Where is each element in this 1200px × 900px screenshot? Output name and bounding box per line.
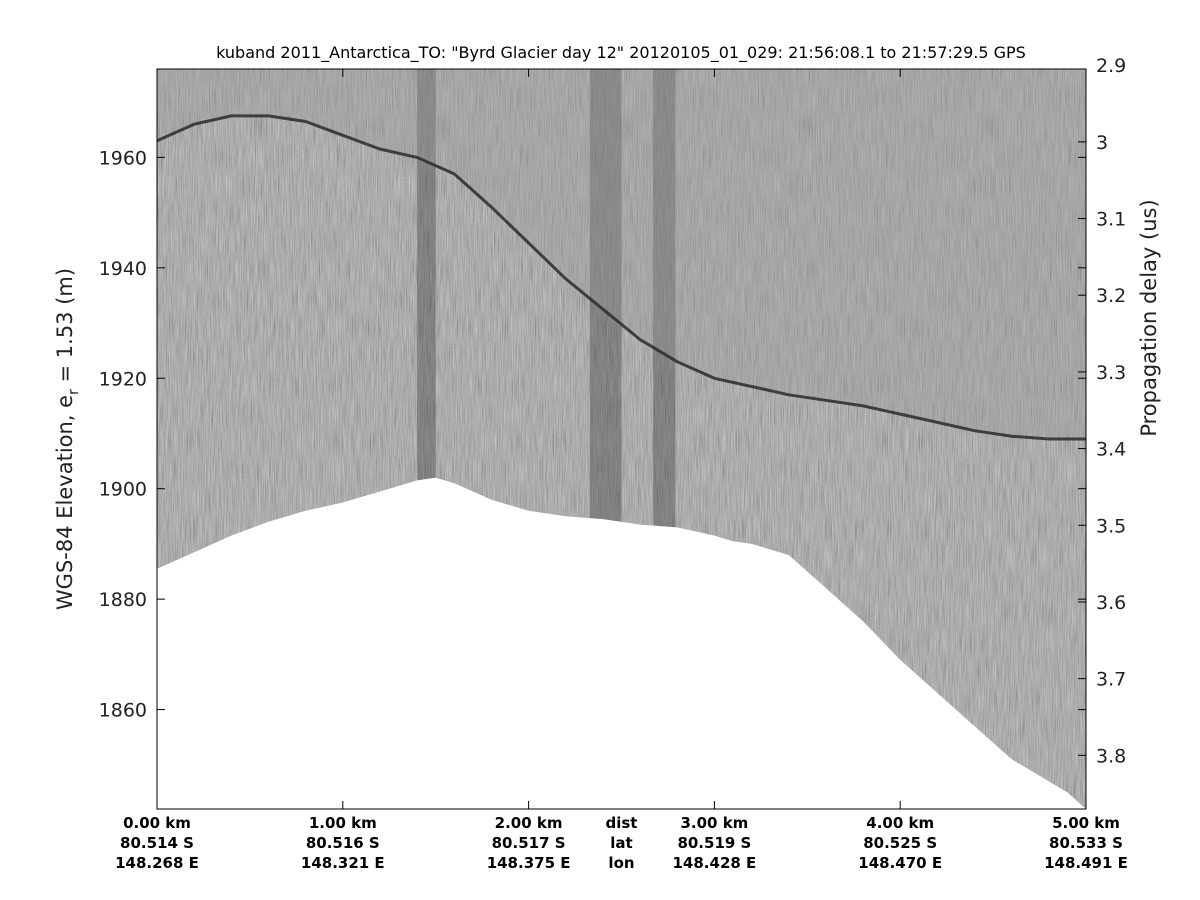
chart-title: kuband 2011_Antarctica_TO: "Byrd Glacier… <box>216 43 1026 63</box>
bottom-lat-label-0: 80.514 S <box>120 834 194 852</box>
right-tick-label-5: 3.4 <box>1096 439 1126 461</box>
left-tick-label-3: 1920 <box>99 368 147 390</box>
right-tick-label-3: 3.2 <box>1096 285 1126 307</box>
bottom-lat-label-3: lat <box>610 834 632 852</box>
plot-area <box>157 69 1086 809</box>
bottom-lat-label-5: 80.525 S <box>863 834 937 852</box>
bottom-axis-ticks <box>156 69 1087 809</box>
left-tick-label-4: 1940 <box>99 258 147 280</box>
bottom-lat-label-4: 80.519 S <box>677 834 751 852</box>
right-tick-label-2: 3.1 <box>1096 209 1126 231</box>
plot-frame <box>156 68 1087 810</box>
bottom-lat-label-2: 80.517 S <box>492 834 566 852</box>
bottom-dist-label-6: 5.00 km <box>1052 814 1120 832</box>
left-axis-label-main: WGS-84 Elevation, e <box>53 395 77 610</box>
bottom-lat-label-1: 80.516 S <box>306 834 380 852</box>
bottom-dist-label-2: 2.00 km <box>495 814 563 832</box>
bottom-dist-label-3: dist <box>606 814 638 832</box>
right-tick-label-9: 3.8 <box>1096 745 1126 767</box>
right-axis-label: Propagation delay (us) <box>1137 199 1161 436</box>
left-tick-label-1: 1880 <box>99 589 147 611</box>
bottom-lon-label-0: 148.268 E <box>115 854 199 872</box>
bottom-labels: 0.00 km 80.514 S 148.268 E 1.00 km 80.516 S 1… <box>115 814 1128 872</box>
right-tick-label-0: 2.9 <box>1096 55 1126 77</box>
left-axis-ticks: 1860 1880 1900 1920 1940 1960 <box>99 147 1086 722</box>
bottom-lon-label-5: 148.470 E <box>858 854 942 872</box>
left-tick-label-0: 1860 <box>99 700 147 722</box>
above-surface-region <box>157 69 1086 439</box>
left-tick-label-2: 1900 <box>99 479 147 501</box>
below-bed-region <box>157 477 1086 809</box>
bottom-lat-label-6: 80.533 S <box>1049 834 1123 852</box>
bottom-lon-label-1: 148.321 E <box>301 854 385 872</box>
bottom-dist-label-4: 3.00 km <box>680 814 748 832</box>
bottom-lon-label-2: 148.375 E <box>487 854 571 872</box>
bottom-lon-label-3: lon <box>608 854 634 872</box>
bottom-dist-label-5: 4.00 km <box>866 814 934 832</box>
right-tick-label-6: 3.5 <box>1096 515 1126 537</box>
bottom-lon-label-6: 148.491 E <box>1044 854 1128 872</box>
right-tick-label-8: 3.7 <box>1096 669 1126 691</box>
right-axis-ticks: 2.9 3 3.1 3.2 3.3 3.4 3.5 3.6 3.7 3.8 <box>1078 55 1126 767</box>
left-tick-label-5: 1960 <box>99 147 147 169</box>
right-tick-label-7: 3.6 <box>1096 592 1126 614</box>
left-axis-label-suffix: = 1.53 (m) <box>53 268 77 389</box>
bottom-lon-label-4: 148.428 E <box>673 854 757 872</box>
right-tick-label-4: 3.3 <box>1096 362 1126 384</box>
right-tick-label-1: 3 <box>1096 132 1108 154</box>
left-axis-label-subscript: r <box>66 389 82 395</box>
surface-reflection-line <box>157 114 1086 441</box>
bottom-dist-label-1: 1.00 km <box>309 814 377 832</box>
bottom-dist-label-0: 0.00 km <box>123 814 191 832</box>
left-axis-label: WGS-84 Elevation, er = 1.53 (m) <box>53 268 82 610</box>
